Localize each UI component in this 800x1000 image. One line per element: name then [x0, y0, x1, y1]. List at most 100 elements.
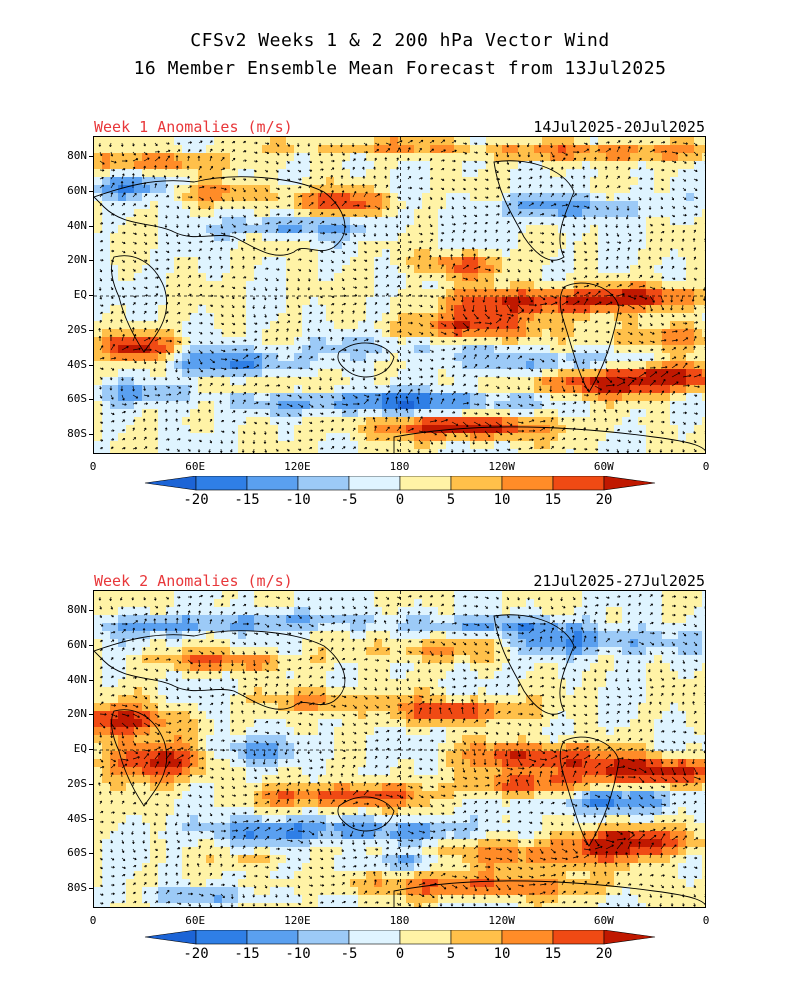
wind-arrow — [253, 178, 257, 181]
wind-arrow — [308, 429, 313, 433]
field-cell — [438, 361, 447, 370]
wind-arrow — [572, 157, 577, 162]
field-cell — [190, 249, 199, 258]
field-cell — [566, 305, 575, 314]
field-cell — [134, 441, 143, 450]
wind-arrow — [516, 277, 520, 282]
field-cell — [342, 329, 351, 338]
field-cell — [566, 353, 575, 362]
wind-arrow — [110, 438, 115, 441]
field-cell — [286, 377, 295, 386]
field-cell — [566, 377, 575, 386]
wind-arrow — [407, 331, 412, 336]
wind-arrow — [495, 186, 500, 190]
field-cell — [350, 241, 359, 250]
wind-arrow — [583, 284, 590, 288]
field-cell — [414, 273, 423, 282]
wind-arrow — [450, 439, 454, 445]
field-cell — [558, 449, 567, 453]
wind-arrow — [473, 205, 477, 209]
wind-arrow — [352, 268, 357, 271]
wind-arrow — [396, 205, 400, 210]
field-cell — [118, 145, 127, 154]
field-cell — [542, 393, 551, 402]
wind-arrow — [682, 221, 686, 225]
field-cell — [150, 409, 159, 418]
wind-arrow — [396, 358, 399, 363]
field-cell — [430, 257, 439, 266]
field-cell — [230, 361, 239, 370]
field-cell — [510, 377, 519, 386]
wind-arrow — [209, 140, 213, 144]
wind-arrow — [659, 247, 662, 252]
field-cell — [694, 313, 703, 322]
field-cell — [142, 313, 151, 322]
field-cell — [678, 441, 687, 450]
wind-arrow — [175, 358, 179, 363]
field-cell — [486, 217, 495, 226]
wind-arrow — [693, 327, 697, 333]
field-cell — [662, 225, 671, 234]
field-cell — [454, 169, 463, 178]
wind-arrow — [627, 247, 631, 252]
wind-arrow — [626, 205, 630, 211]
wind-arrow — [418, 408, 422, 414]
wind-arrow — [692, 238, 696, 243]
field-cell — [494, 249, 503, 258]
wind-arrow — [451, 322, 457, 330]
field-cell — [310, 337, 319, 346]
field-cell — [622, 273, 631, 282]
field-cell — [678, 169, 687, 178]
field-cell — [670, 209, 679, 218]
field-cell — [606, 201, 615, 210]
wind-arrow — [649, 389, 652, 396]
field-cell — [590, 249, 599, 258]
wind-arrow — [649, 430, 654, 434]
wind-arrow — [671, 187, 675, 191]
field-cell — [662, 425, 671, 434]
field-cell — [286, 265, 295, 274]
wind-arrow — [176, 349, 180, 354]
field-cell — [390, 369, 399, 378]
wind-arrow — [264, 169, 269, 173]
field-cell — [590, 217, 599, 226]
field-cell — [110, 145, 119, 154]
wind-arrow — [220, 196, 225, 202]
wind-arrow — [252, 238, 256, 243]
field-cell — [246, 353, 255, 362]
field-cell — [590, 377, 599, 386]
field-cell — [174, 345, 183, 354]
wind-arrow — [110, 160, 117, 164]
field-cell — [358, 273, 367, 282]
field-cell — [374, 305, 383, 314]
field-cell — [126, 305, 135, 314]
field-cell — [190, 417, 199, 426]
wind-arrow — [594, 310, 599, 315]
field-cell — [670, 433, 679, 442]
field-cell — [358, 345, 367, 354]
field-cell — [446, 313, 455, 322]
field-cell — [414, 153, 423, 162]
wind-arrow — [352, 409, 357, 414]
wind-arrow — [253, 141, 258, 145]
wind-arrow — [99, 356, 105, 360]
field-cell — [270, 145, 279, 154]
wind-arrow — [693, 178, 698, 182]
field-cell — [566, 385, 575, 394]
wind-arrow — [352, 427, 356, 432]
wind-arrow — [682, 196, 687, 200]
field-cell — [686, 145, 695, 154]
field-cell — [614, 225, 623, 234]
field-cell — [438, 289, 447, 298]
field-cell — [486, 345, 495, 354]
field-cell — [702, 273, 705, 282]
wind-arrow — [605, 248, 610, 252]
wind-arrow — [209, 367, 216, 371]
field-cell — [622, 449, 631, 453]
wind-arrow — [110, 295, 114, 299]
wind-arrow — [616, 367, 620, 373]
wind-arrow — [638, 304, 646, 310]
field-cell — [286, 361, 295, 370]
field-cell — [286, 289, 295, 298]
field-cell — [278, 233, 287, 242]
